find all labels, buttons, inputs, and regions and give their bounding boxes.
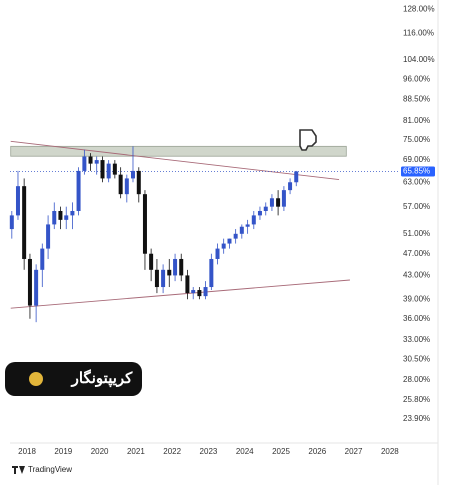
candle-body <box>46 224 51 249</box>
candle-body <box>9 215 14 230</box>
candle-body <box>40 248 45 270</box>
x-tick-label: 2019 <box>54 447 72 456</box>
y-tick-label: 33.00% <box>403 335 430 344</box>
y-tick-label: 25.80% <box>403 395 430 404</box>
y-tick-label: 23.90% <box>403 414 430 423</box>
y-tick-label: 88.50% <box>403 94 430 103</box>
zone <box>10 145 347 157</box>
candle-body <box>288 182 293 191</box>
y-tick-label: 47.00% <box>403 249 430 258</box>
candle-body <box>106 163 111 179</box>
candle-body <box>294 171 299 183</box>
y-tick-label: 81.00% <box>403 116 430 125</box>
x-tick-label: 2024 <box>236 447 254 456</box>
footer-text: TradingView <box>28 465 72 474</box>
tv-logo <box>12 466 25 474</box>
y-tick-label: 39.00% <box>403 294 430 303</box>
candle-body <box>149 253 154 270</box>
candle-body <box>167 269 172 276</box>
candle-body <box>94 160 99 164</box>
candle-body <box>221 243 226 249</box>
candle-body <box>58 210 63 220</box>
watermark-box <box>5 362 142 396</box>
pointer-icon <box>299 129 317 151</box>
candle-body <box>263 206 268 211</box>
candle-body <box>64 215 69 220</box>
watermark-text: کریپتونگار <box>71 369 134 388</box>
y-tick-label: 43.00% <box>403 271 430 280</box>
candle-body <box>185 275 190 294</box>
y-tick-label: 57.00% <box>403 202 430 211</box>
candle-body <box>245 224 250 227</box>
y-tick-label: 28.00% <box>403 375 430 384</box>
candle-body <box>15 186 20 216</box>
candle-body <box>203 287 208 297</box>
candle-body <box>233 233 238 239</box>
candle-body <box>82 156 87 171</box>
trend-line <box>10 140 340 181</box>
candle-body <box>76 170 81 211</box>
candle-body <box>136 170 141 195</box>
candle-body <box>70 210 75 216</box>
candle-body <box>239 226 244 234</box>
candle-body <box>154 269 159 288</box>
y-tick-label: 96.00% <box>403 75 430 84</box>
candle-body <box>257 210 262 216</box>
x-tick-label: 2027 <box>345 447 363 456</box>
plot-area <box>9 140 400 323</box>
y-tick-label: 30.50% <box>403 354 430 363</box>
candle-body <box>142 194 147 254</box>
last-value-label: 65.85% <box>403 167 430 176</box>
x-tick-label: 2026 <box>308 447 326 456</box>
x-tick-label: 2025 <box>272 447 290 456</box>
y-tick-label: 36.00% <box>403 314 430 323</box>
x-tick-label: 2028 <box>381 447 399 456</box>
y-tick-label: 75.00% <box>403 135 430 144</box>
candle-body <box>100 160 105 179</box>
candle-body <box>161 269 166 288</box>
candle-body <box>191 290 196 294</box>
x-tick-label: 2022 <box>163 447 181 456</box>
x-tick-label: 2023 <box>200 447 218 456</box>
candle-body <box>22 186 27 259</box>
x-tick-label: 2021 <box>127 447 145 456</box>
y-tick-label: 116.00% <box>403 28 434 37</box>
candle-body <box>27 258 32 306</box>
candle-body <box>227 238 232 244</box>
y-tick-label: 51.00% <box>403 229 430 238</box>
candle-body <box>173 258 178 276</box>
candle-body <box>251 215 256 225</box>
y-tick-label: 128.00% <box>403 4 435 13</box>
y-tick-label: 63.00% <box>403 177 430 186</box>
y-tick-label: 104.00% <box>403 55 435 64</box>
candle-body <box>88 156 93 164</box>
candle-body <box>276 198 281 207</box>
candle-body <box>209 258 214 288</box>
candle-body <box>269 198 274 207</box>
candle-body <box>34 269 39 306</box>
last-value-box <box>401 166 435 177</box>
y-tick-label: 69.00% <box>403 155 430 164</box>
candle-body <box>130 170 135 179</box>
candle-body <box>179 258 184 276</box>
watermark-coin <box>29 372 43 386</box>
trend-line <box>10 279 350 309</box>
candle-body <box>281 190 286 207</box>
candle-body <box>124 178 129 195</box>
candle-body <box>197 290 202 297</box>
candle-body <box>112 163 117 175</box>
candle-body <box>52 210 57 225</box>
candle-body <box>118 174 123 195</box>
x-tick-label: 2018 <box>18 447 36 456</box>
x-tick-label: 2020 <box>91 447 109 456</box>
candle-body <box>215 248 220 259</box>
